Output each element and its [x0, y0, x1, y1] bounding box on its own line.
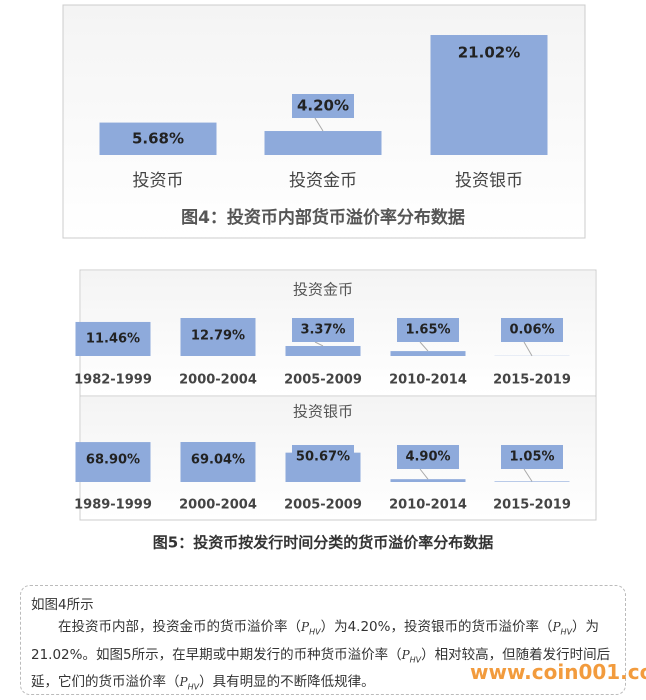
x-tick-label: 1989-1999: [74, 498, 152, 513]
bar: [99, 122, 217, 155]
watermark: www.coin001.com: [470, 660, 646, 684]
label-connector: [314, 341, 324, 347]
data-label: 3.37%: [300, 323, 345, 338]
x-tick-label: 2000-2004: [179, 498, 257, 513]
subscript: HV: [560, 627, 573, 637]
symbol: P: [401, 647, 410, 662]
data-label: 4.90%: [405, 450, 450, 465]
label-connector: [314, 117, 324, 132]
label-box: [292, 318, 354, 342]
text-run: 在投资币内部，投资金币的货币溢价率（: [58, 619, 301, 635]
data-label: 1.05%: [509, 450, 554, 465]
chart-title: 投资金币: [293, 281, 353, 299]
bar: [390, 479, 466, 482]
x-tick-label: 2015-2019: [493, 498, 571, 513]
label-connector: [419, 468, 429, 480]
label-box: [397, 445, 459, 469]
label-connector: [523, 468, 533, 482]
x-tick-label: 2015-2019: [493, 373, 571, 388]
symbol: P: [179, 675, 188, 690]
chart-title: 投资银币: [293, 403, 353, 421]
data-label: 1.65%: [405, 323, 450, 338]
bar: [430, 35, 548, 155]
data-label: 0.06%: [509, 323, 554, 338]
x-tick-label: 2000-2004: [179, 373, 257, 388]
text-run: ）具有明显的不断降低规律。: [199, 674, 375, 691]
subscript: HV: [309, 627, 321, 637]
x-tick-label: 投资币: [133, 171, 184, 191]
data-label: 69.04%: [191, 453, 245, 468]
x-tick-label: 2010-2014: [389, 373, 467, 388]
bar: [264, 131, 382, 155]
bar: [494, 481, 570, 482]
label-box: [292, 445, 354, 469]
note-paragraph: 在投资币内部，投资金币的货币溢价率（PHV）为4.20%，投资银币的货币溢价率（…: [31, 616, 615, 699]
text-run: ）为4.20%，投资银币的货币溢价率（: [320, 619, 553, 635]
symbol: P: [301, 620, 310, 634]
note-heading: 如图4所示: [31, 597, 94, 613]
data-label: 68.90%: [86, 453, 140, 468]
text-run: ）相对较高，但随着发行时间后延，它们的货币溢价率（: [31, 646, 611, 691]
bar: [75, 442, 151, 482]
data-label: 50.67%: [296, 450, 350, 465]
figure-caption: 图5：投资币按发行时间分类的货币溢价率分布数据: [153, 534, 493, 552]
x-tick-label: 投资金币: [289, 171, 357, 191]
data-label: 4.20%: [297, 97, 349, 115]
text-run: ）为21.02%。如图5所示，在早期或中期发行的币种货币溢价率（: [31, 619, 600, 663]
x-tick-label: 2010-2014: [389, 498, 467, 513]
data-label: 21.02%: [458, 44, 520, 62]
subscript: HV: [187, 683, 200, 693]
x-tick-label: 2005-2009: [284, 373, 362, 388]
x-tick-label: 投资银币: [455, 171, 523, 191]
charts: 图4：投资币内部货币溢价率分布数据 图5：投资币按发行时间分类的货币溢价率分布数…: [62, 4, 597, 552]
data-label: 12.79%: [191, 329, 245, 344]
bar: [180, 442, 256, 482]
x-tick-label: 1982-1999: [74, 373, 152, 388]
label-box: [397, 318, 459, 342]
label-connector: [523, 341, 533, 357]
x-tick-label: 2005-2009: [284, 498, 362, 513]
bar: [75, 321, 151, 356]
bar: [390, 351, 466, 356]
note-box: 如图4所示 在投资币内部，投资金币的货币溢价率（PHV）为4.20%，投资银币的…: [20, 585, 626, 695]
label-box: [501, 318, 563, 342]
data-label: 5.68%: [132, 129, 184, 147]
subscript: HV: [409, 655, 422, 665]
figure-caption: 图4：投资币内部货币溢价率分布数据: [181, 207, 465, 228]
bar: [285, 345, 361, 356]
bar: [180, 318, 256, 356]
data-label: 11.46%: [86, 331, 140, 346]
label-connector: [419, 341, 429, 352]
symbol: P: [552, 620, 561, 634]
label-box: [292, 94, 354, 118]
label-box: [501, 445, 563, 469]
